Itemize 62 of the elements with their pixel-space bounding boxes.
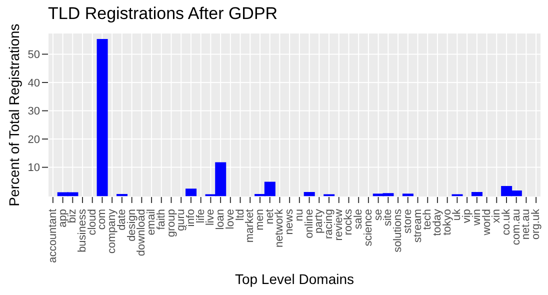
x-tick-label: group bbox=[165, 209, 178, 238]
x-tick-label: cloud bbox=[86, 209, 98, 236]
y-tick-label: 10 bbox=[28, 162, 40, 174]
x-tick-label: tokyo bbox=[441, 209, 454, 236]
y-tick-label: 40 bbox=[28, 77, 40, 90]
x-tick-label: net.au bbox=[520, 209, 532, 240]
x-tick-label: party bbox=[313, 208, 326, 234]
x-tick-label: se bbox=[372, 209, 384, 221]
x-tick-label: biz bbox=[66, 209, 79, 224]
x-tick-label: vip bbox=[461, 209, 474, 224]
x-tick-label: co.uk bbox=[500, 208, 512, 236]
x-tick-label: info bbox=[184, 209, 197, 227]
x-tick-label: online bbox=[303, 209, 316, 238]
x-tick-label: store bbox=[402, 209, 414, 234]
x-tick-label: network bbox=[274, 208, 286, 248]
bar bbox=[186, 188, 197, 196]
y-axis-title: Percent of Total Registrations bbox=[6, 24, 22, 206]
x-tick-label: science bbox=[362, 209, 374, 246]
bar bbox=[471, 192, 482, 196]
bar bbox=[96, 39, 108, 196]
x-tick-label: download bbox=[136, 209, 148, 256]
x-tick-label: racing bbox=[323, 209, 336, 239]
x-tick-label: loan bbox=[214, 209, 227, 230]
x-tick-label: live bbox=[204, 209, 217, 226]
x-tick-label: guru bbox=[175, 209, 188, 232]
x-tick-label: faith bbox=[155, 209, 168, 230]
x-axis-title: Top Level Domains bbox=[234, 271, 356, 287]
bar bbox=[304, 192, 315, 196]
x-tick-label: design bbox=[126, 209, 138, 242]
chart-title: TLD Registrations After GDPR bbox=[48, 4, 278, 24]
x-tick-label: date bbox=[116, 209, 128, 230]
x-tick-label: love bbox=[224, 209, 236, 230]
y-tick-label: 20 bbox=[28, 134, 40, 146]
x-tick-label: com.au bbox=[510, 209, 522, 246]
x-tick-label: life bbox=[194, 209, 207, 224]
y-tick-label: 50 bbox=[28, 49, 40, 62]
x-tick-label: world bbox=[480, 209, 493, 236]
x-tick-label: email bbox=[146, 209, 158, 236]
x-tick-label: news bbox=[284, 208, 296, 235]
x-tick-label: nu bbox=[293, 209, 306, 222]
x-tick-label: market bbox=[244, 209, 256, 243]
x-tick-label: tech bbox=[422, 209, 434, 230]
x-tick-label: business bbox=[76, 208, 89, 252]
x-tick-label: site bbox=[382, 209, 394, 226]
x-tick-label: com bbox=[96, 209, 108, 230]
x-tick-label: review bbox=[332, 208, 345, 241]
x-tick-label: solutions bbox=[392, 208, 404, 252]
x-tick-label: accountant bbox=[46, 209, 59, 263]
x-tick-label: uk bbox=[451, 208, 464, 221]
x-tick-label: men bbox=[254, 209, 266, 230]
x-tick-label: win bbox=[470, 209, 483, 227]
x-tick-label: today bbox=[431, 208, 444, 236]
x-tick-label: ltd bbox=[234, 209, 246, 221]
x-tick-label: sale bbox=[352, 209, 365, 230]
x-tick-label: company bbox=[106, 208, 118, 254]
x-tick-label: stream bbox=[412, 209, 424, 243]
y-tick-label: 30 bbox=[28, 106, 40, 118]
x-tick-label: rocks bbox=[342, 208, 355, 236]
x-tick-label: org.uk bbox=[530, 208, 542, 240]
x-tick-label: net bbox=[264, 209, 276, 224]
x-tick-label: xin bbox=[490, 209, 503, 224]
x-tick-label: app bbox=[56, 209, 69, 228]
